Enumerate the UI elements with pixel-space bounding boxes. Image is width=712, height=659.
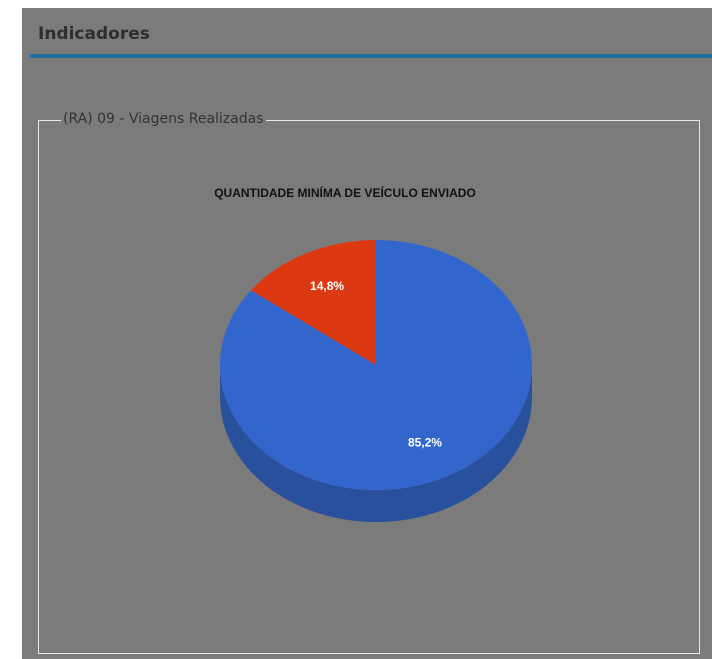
panel: (RA) 09 - Viagens Realizadas: [38, 111, 700, 654]
pie-slice: [250, 240, 376, 365]
slice-label: 14,8%: [310, 279, 344, 293]
header-rule: [30, 54, 712, 58]
chart-title: QUANTIDADE MINÍMA DE VEÍCULO ENVIADO: [214, 185, 476, 200]
panel-legend: (RA) 09 - Viagens Realizadas: [61, 111, 266, 127]
header-title: Indicadores: [38, 24, 150, 44]
pie-side: [220, 365, 532, 522]
slice-label: 85,2%: [408, 435, 442, 449]
